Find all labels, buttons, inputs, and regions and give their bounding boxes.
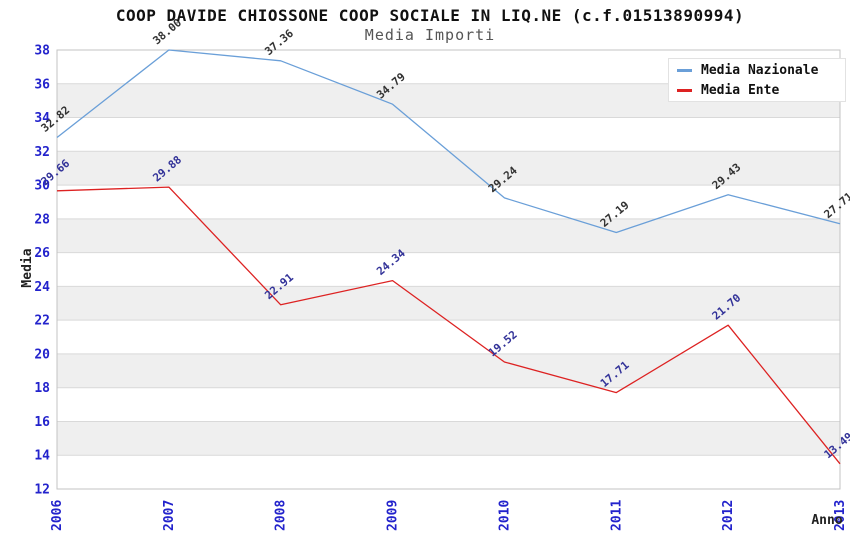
x-tick-label: 2013 xyxy=(833,500,848,531)
grid-band xyxy=(57,117,840,152)
media-nazionale-line-swatch-icon xyxy=(677,68,692,72)
chart-title: COOP DAVIDE CHIOSSONE COOP SOCIALE IN LI… xyxy=(115,6,745,25)
grid-band xyxy=(57,353,840,388)
y-tick-label: 38 xyxy=(34,44,50,59)
x-tick-label: 2010 xyxy=(497,500,512,531)
grid-band xyxy=(57,387,840,422)
grid-band xyxy=(57,320,840,354)
y-tick-label: 36 xyxy=(34,77,50,92)
series-line xyxy=(56,49,841,234)
series-line xyxy=(56,186,841,465)
y-axis-title: Media xyxy=(20,248,35,287)
y-tick-label: 22 xyxy=(34,314,50,329)
legend: Media Nazionale Media Ente xyxy=(668,58,846,102)
x-tick-label: 2012 xyxy=(721,500,736,531)
y-tick-label: 20 xyxy=(34,347,50,362)
y-tick-label: 32 xyxy=(34,145,50,160)
y-tick-label: 30 xyxy=(34,179,50,194)
x-tick-label: 2009 xyxy=(386,500,401,531)
legend-item-media-nazionale: Media Nazionale xyxy=(677,63,845,78)
y-tick-label: 16 xyxy=(34,415,50,430)
grid-band xyxy=(57,421,840,456)
grid-band xyxy=(57,151,840,186)
y-tick-label: 12 xyxy=(34,483,50,498)
plot-border xyxy=(56,49,841,490)
y-tick-label: 14 xyxy=(34,449,50,464)
legend-label: Media Ente xyxy=(701,82,780,98)
y-tick-label: 18 xyxy=(34,381,50,396)
x-axis-title: Anno xyxy=(811,513,842,528)
x-tick-label: 2011 xyxy=(609,500,624,531)
y-tick-label: 26 xyxy=(34,246,50,261)
media-ente-line-swatch-icon xyxy=(677,88,692,92)
grid-band xyxy=(57,252,840,287)
legend-item-media-ente: Media Ente xyxy=(677,83,845,98)
x-tick-label: 2006 xyxy=(50,500,65,531)
grid-band xyxy=(57,455,840,489)
y-tick-label: 34 xyxy=(34,111,50,126)
legend-label: Media Nazionale xyxy=(701,62,819,78)
grid-band xyxy=(57,286,840,321)
x-tick-label: 2007 xyxy=(162,500,177,531)
x-tick-label: 2008 xyxy=(274,500,289,531)
grid-band xyxy=(57,185,840,219)
y-tick-label: 24 xyxy=(34,280,50,295)
chart-subtitle: Media Importi xyxy=(364,26,496,44)
grid-band xyxy=(57,218,840,253)
y-tick-label: 28 xyxy=(34,212,50,227)
